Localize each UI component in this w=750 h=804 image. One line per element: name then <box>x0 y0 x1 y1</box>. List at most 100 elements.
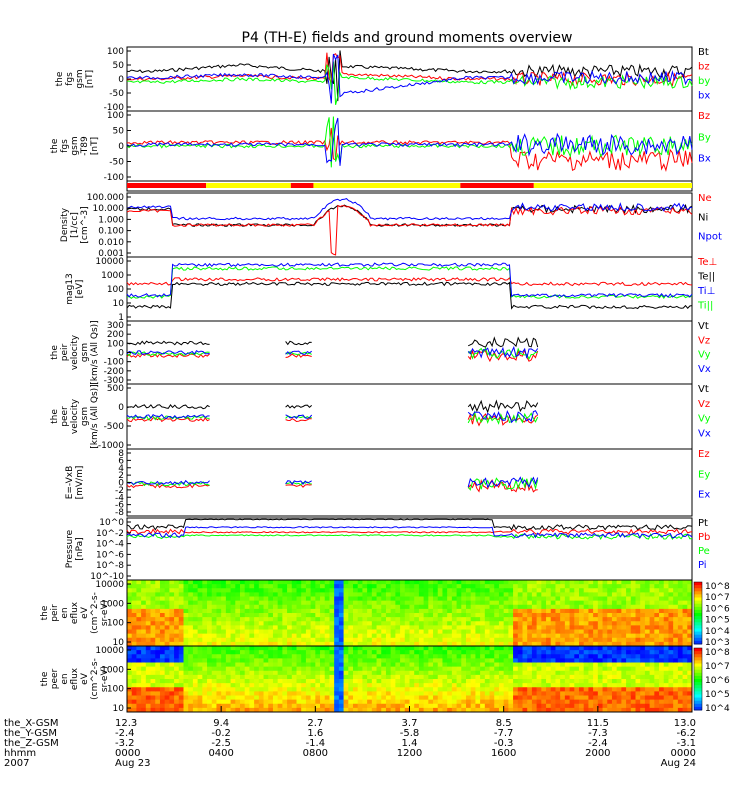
spectrogram-cell <box>348 703 354 709</box>
spectrogram-cell <box>433 683 439 688</box>
spectrogram-cell <box>235 683 241 688</box>
spectrogram-cell <box>254 641 260 647</box>
spectrogram-cell <box>513 613 519 618</box>
spectrogram-cell <box>522 621 528 626</box>
spectrogram-cell <box>531 662 538 668</box>
spectrogram-cell <box>211 613 217 618</box>
spectrogram-cell <box>442 625 448 630</box>
y-tick-label: 1000 <box>101 599 124 609</box>
spectrogram-cell <box>626 608 632 614</box>
spectrogram-cell <box>272 621 279 626</box>
spectrogram-cell <box>376 617 382 622</box>
spectrogram-cell <box>207 596 213 602</box>
spectrogram-cell <box>607 695 613 701</box>
spectrogram-cell <box>353 662 359 668</box>
spectrogram-cell <box>428 637 434 643</box>
spectrogram-cell <box>367 633 373 639</box>
spectrogram-cell <box>244 637 250 643</box>
spectrogram-cell <box>367 600 373 606</box>
spectrogram-cell <box>630 707 636 713</box>
spectrogram-cell <box>367 674 373 680</box>
spectrogram-cell <box>480 592 486 597</box>
spectrogram-cell <box>522 695 528 701</box>
spectrogram-cell <box>296 617 302 622</box>
spectrogram-cell <box>367 608 373 614</box>
spectrogram-cell <box>527 699 533 705</box>
spectrogram-cell <box>475 687 481 692</box>
spectrogram-cell <box>659 674 665 680</box>
spectrogram-cell <box>230 670 236 676</box>
spectrogram-cell <box>682 596 688 602</box>
spectrogram-cell <box>235 621 241 626</box>
spectrogram-cell <box>395 580 401 585</box>
spectrogram-cell <box>141 584 147 589</box>
spectrogram-cell <box>268 670 274 676</box>
spectrogram-cell <box>442 695 448 701</box>
series-red <box>126 52 693 87</box>
spectrogram-cell <box>630 691 636 696</box>
spectrogram-cell <box>522 691 528 696</box>
spectrogram-cell <box>164 625 170 630</box>
spectrogram-cell <box>400 580 406 585</box>
spectrogram-cell <box>428 646 434 651</box>
spectrogram-cell <box>536 584 542 589</box>
spectrogram-cell <box>334 695 340 701</box>
spectrogram-cell <box>225 588 232 593</box>
spectrogram-cell <box>640 687 646 692</box>
spectrogram-cell <box>456 658 462 663</box>
spectrogram-cell <box>315 658 321 663</box>
spectrogram-cell <box>579 608 585 614</box>
spectrogram-cell <box>343 580 349 585</box>
spectrogram-cell <box>673 703 679 709</box>
spectrogram-cell <box>400 637 406 643</box>
spectrogram-cell <box>192 687 199 692</box>
spectrogram-cell <box>343 633 349 639</box>
spectrogram-cell <box>353 687 359 692</box>
spectrogram-cell <box>329 646 335 651</box>
spectrogram-cell <box>258 629 265 635</box>
spectrogram-cell <box>385 637 392 643</box>
spectrogram-cell <box>564 584 571 589</box>
spectrogram-cell <box>470 703 476 709</box>
spectrogram-cell <box>677 608 684 614</box>
spectrogram-cell <box>159 691 166 696</box>
spectrogram-cell <box>371 604 378 610</box>
spectrogram-cell <box>480 666 486 672</box>
spectrogram-cell <box>268 666 274 672</box>
spectrogram-cell <box>287 662 293 668</box>
spectrogram-cell <box>616 617 622 622</box>
spectrogram-cell <box>272 617 279 622</box>
spectrogram-cell <box>357 600 363 606</box>
spectrogram-cell <box>254 679 260 684</box>
spectrogram-cell <box>433 646 439 651</box>
spectrogram-cell <box>192 641 199 647</box>
spectrogram-cell <box>263 625 269 630</box>
spectrogram-cell <box>616 654 622 659</box>
spectrogram-cell <box>484 629 491 635</box>
spectrogram-cell <box>329 699 335 705</box>
spectrogram-cell <box>390 580 396 585</box>
spectrogram-cell <box>475 629 481 635</box>
spectrogram-cell <box>174 584 180 589</box>
spectrogram-cell <box>287 699 293 705</box>
spectrogram-cell <box>320 695 326 701</box>
spectrogram-cell <box>376 670 382 676</box>
spectrogram-cell <box>536 592 542 597</box>
spectrogram-cell <box>437 695 443 701</box>
spectrogram-cell <box>145 650 152 655</box>
spectrogram-cell <box>343 637 349 643</box>
spectrogram-cell <box>141 670 147 676</box>
spectrogram-cell <box>320 588 326 593</box>
spectrogram-cell <box>254 637 260 643</box>
spectrogram-cell <box>376 641 382 647</box>
spectrogram-cell <box>687 588 693 593</box>
spectrogram-cell <box>197 674 203 680</box>
spectrogram-cell <box>555 674 561 680</box>
spectrogram-cell <box>451 699 458 705</box>
spectrogram-cell <box>494 588 500 593</box>
y-tick-label: 0 <box>118 142 124 152</box>
spectrogram-cell <box>583 646 589 651</box>
spectrogram-cell <box>216 666 222 672</box>
spectrogram-cell <box>579 683 585 688</box>
spectrogram-cell <box>418 625 425 630</box>
